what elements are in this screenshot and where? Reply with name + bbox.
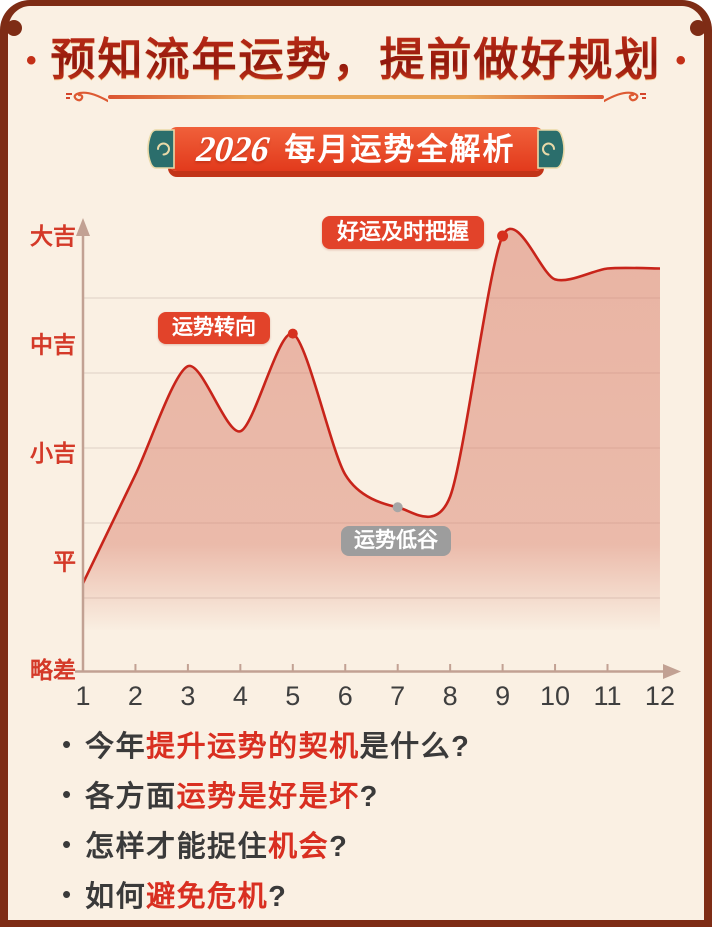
bullet-item: • 怎样才能捉住机会? — [62, 827, 682, 863]
x-tick-label: 9 — [495, 681, 510, 711]
x-axis-arrow-icon — [663, 664, 681, 679]
x-tick-label: 5 — [285, 681, 300, 711]
chart-annotation-turn: 运势转向 — [158, 312, 270, 344]
title-dot-right: • — [675, 43, 687, 77]
bullet-text: 怎样才能捉住机会? — [85, 830, 349, 863]
cloud-scroll-icon — [66, 91, 108, 103]
y-tick-label: 大吉 — [30, 223, 76, 249]
chart-annotation-low: 运势低谷 — [341, 526, 451, 556]
y-tick-label: 略差 — [30, 657, 76, 683]
cloud-knot-icon — [147, 129, 175, 169]
y-tick-label: 中吉 — [30, 332, 76, 358]
x-tick-label: 8 — [443, 681, 458, 711]
title-dot-left: • — [25, 43, 37, 77]
data-point-month-7 — [392, 502, 403, 513]
x-tick-label: 11 — [593, 681, 621, 711]
y-tick-label: 平 — [53, 549, 76, 575]
divider-line — [108, 95, 604, 99]
badge-label: 每月运势全解析 — [284, 131, 516, 167]
area-fill — [83, 228, 660, 630]
y-tick-label: 小吉 — [30, 440, 76, 466]
data-point-month-9 — [497, 230, 509, 242]
bullet-dot-icon: • — [62, 728, 72, 759]
bullet-list: • 今年提升运势的契机是什么? • 各方面运势是好是坏? • 怎样才能捉住机会? • 如何避免… — [62, 727, 682, 927]
header-divider — [64, 88, 648, 106]
bullet-text: 如何避免危机? — [85, 880, 288, 913]
y-axis-arrow-icon — [76, 218, 90, 236]
page-title: 预知流年运势，提前做好规划 — [50, 35, 662, 85]
bullet-text: 各方面运势是好是坏? — [85, 780, 379, 813]
x-tick-label: 7 — [390, 681, 405, 711]
fortune-line — [81, 227, 661, 584]
cloud-knot-icon — [537, 129, 565, 169]
bullet-item: • 如何避免危机? — [62, 877, 682, 913]
data-point-month-5 — [287, 328, 298, 339]
bullet-item: • 各方面运势是好是坏? — [62, 777, 682, 813]
x-tick-label: 3 — [180, 681, 195, 711]
bullet-text: 今年提升运势的契机是什么? — [85, 730, 471, 763]
page-title-row: • 预知流年运势，提前做好规划 • — [0, 35, 712, 86]
x-tick-label: 12 — [645, 681, 675, 711]
bullet-item: • 今年提升运势的契机是什么? — [62, 727, 682, 763]
bullet-dot-icon: • — [62, 878, 72, 909]
bullet-dot-icon: • — [62, 828, 72, 859]
chart-annotation-peak: 好运及时把握 — [322, 216, 485, 249]
year-badge: 2026 每月运势全解析 — [147, 127, 565, 171]
bullet-dot-icon: • — [62, 778, 72, 809]
badge-year: 2026 — [194, 129, 271, 169]
cloud-scroll-icon — [604, 91, 646, 103]
x-tick-label: 2 — [128, 681, 143, 711]
x-tick-label: 10 — [540, 681, 570, 711]
x-tick-label: 4 — [233, 681, 248, 711]
x-tick-label: 1 — [75, 681, 90, 711]
x-tick-label: 6 — [338, 681, 353, 711]
